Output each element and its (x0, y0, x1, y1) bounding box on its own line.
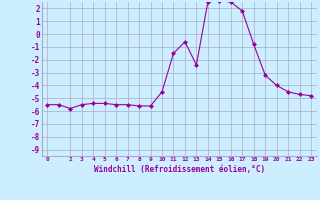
X-axis label: Windchill (Refroidissement éolien,°C): Windchill (Refroidissement éolien,°C) (94, 165, 265, 174)
